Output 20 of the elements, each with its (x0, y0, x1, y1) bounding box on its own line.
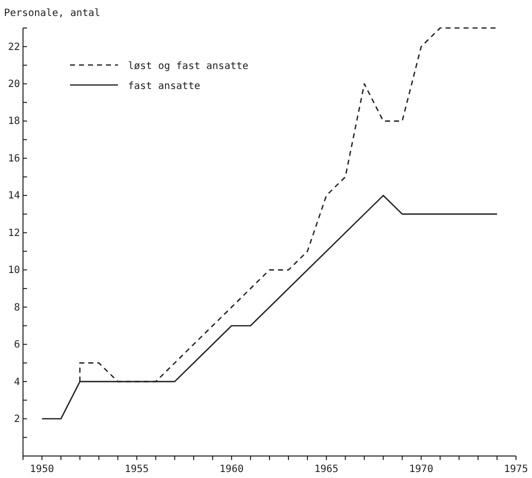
x-tick-label: 1965 (314, 464, 338, 475)
y-tick-label: 6 (14, 340, 20, 351)
x-tick-label: 1960 (220, 464, 244, 475)
legend-label: løst og fast ansatte (128, 61, 248, 72)
y-axis-title: Personale, antal (4, 8, 100, 19)
y-tick-label: 14 (8, 190, 20, 202)
x-tick-label: 1955 (124, 464, 149, 475)
x-tick-label: 1975 (504, 464, 528, 475)
x-tick-label: 1970 (409, 464, 434, 475)
y-tick-label: 18 (8, 116, 20, 128)
y-tick-label: 16 (8, 153, 20, 164)
legend-label: fast ansatte (128, 81, 200, 92)
y-tick-label: 8 (14, 302, 20, 314)
y-tick-label: 20 (8, 79, 20, 90)
y-tick-label: 22 (8, 42, 20, 53)
y-tick-label: 2 (14, 414, 20, 425)
y-tick-label: 12 (8, 228, 20, 239)
x-tick-label: 1950 (30, 464, 54, 475)
y-tick-label: 10 (8, 265, 20, 276)
y-tick-label: 4 (14, 376, 20, 388)
